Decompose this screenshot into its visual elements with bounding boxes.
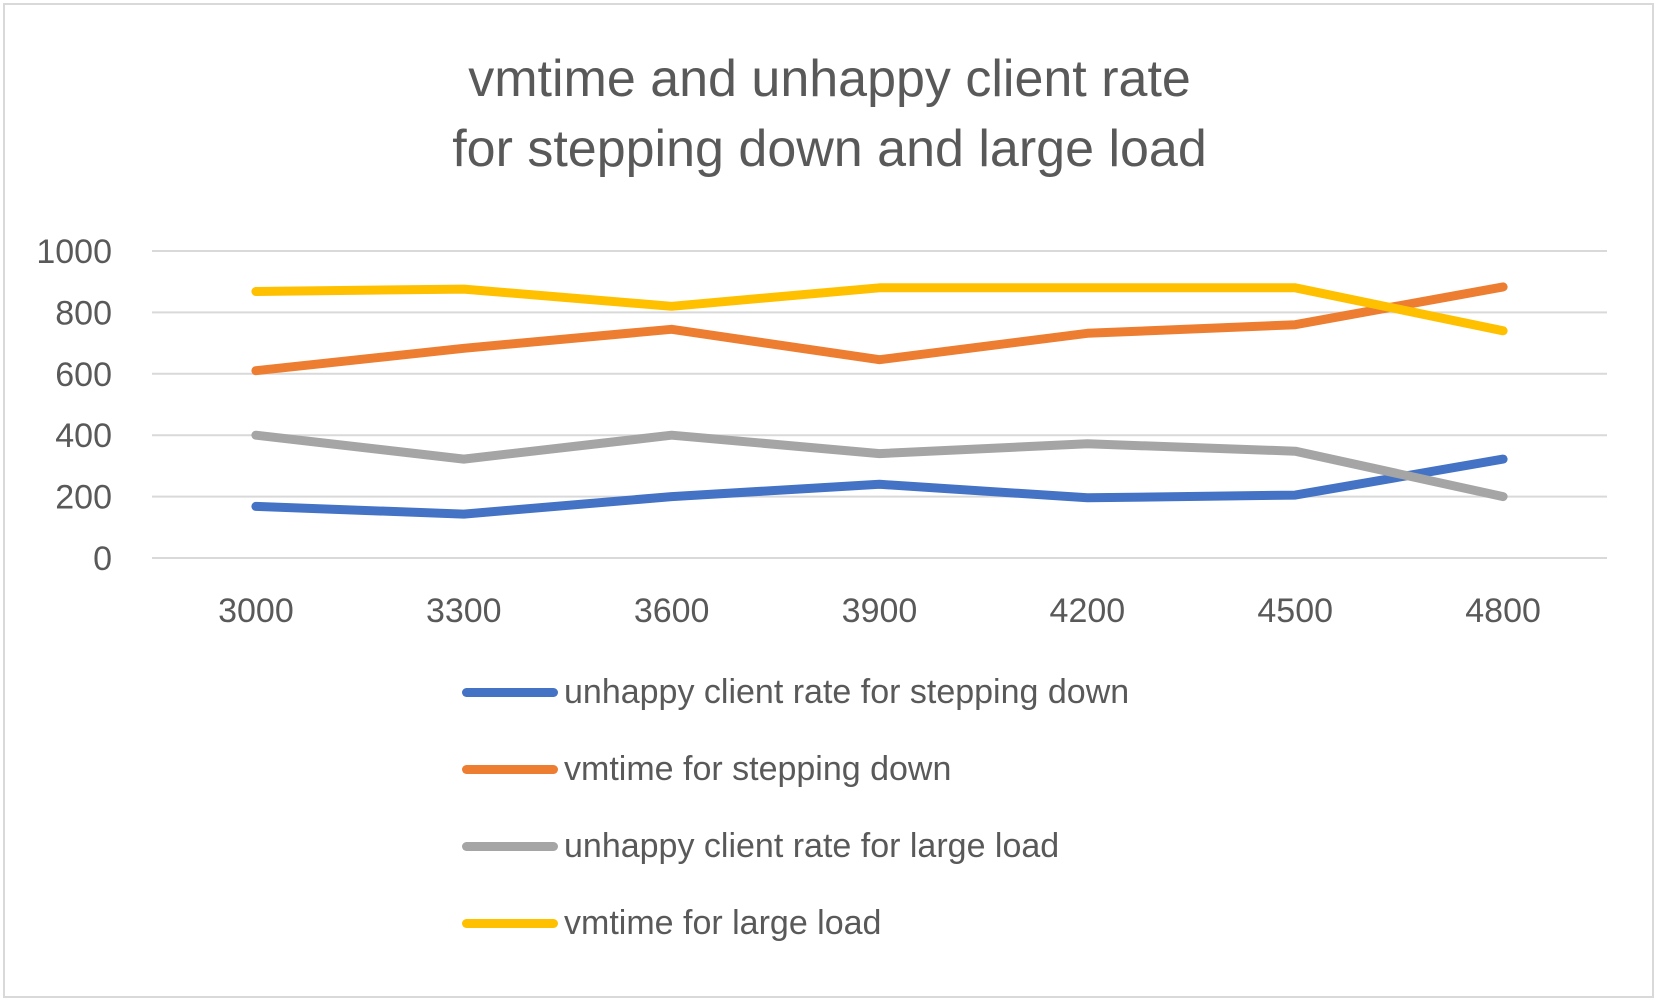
legend-label-1: unhappy client rate for stepping down — [564, 672, 1130, 711]
legend-swatch-3 — [462, 841, 558, 851]
y-tick-label-200: 200 — [55, 479, 112, 517]
y-tick-label-0: 0 — [93, 540, 112, 578]
x-tick-label-3600: 3600 — [634, 592, 710, 630]
legend-label-4: vmtime for large load — [564, 903, 882, 942]
chart-frame — [3, 3, 1654, 998]
legend-label-3: unhappy client rate for large load — [564, 826, 1060, 865]
y-tick-label-400: 400 — [55, 417, 112, 455]
legend-item-2: vmtime for stepping down — [462, 749, 951, 789]
series-line-1 — [251, 454, 1508, 519]
y-tick-label-800: 800 — [55, 294, 112, 332]
chart-title-line-2: for stepping down and large load — [452, 120, 1207, 178]
x-tick-label-3900: 3900 — [842, 592, 918, 630]
legend-item-1: unhappy client rate for stepping down — [462, 672, 1129, 712]
x-tick-label-4200: 4200 — [1050, 592, 1126, 630]
x-tick-label-3000: 3000 — [218, 592, 294, 630]
chart-title-line-1: vmtime and unhappy client rate — [468, 50, 1191, 108]
legend-swatch-4 — [462, 918, 558, 928]
legend-swatch-2 — [462, 764, 558, 774]
chart-title: vmtime and unhappy client rate for stepp… — [0, 44, 1659, 184]
series-line-2 — [251, 282, 1508, 376]
legend-item-4: vmtime for large load — [462, 903, 881, 943]
x-tick-label-4500: 4500 — [1257, 592, 1333, 630]
x-tick-label-3300: 3300 — [426, 592, 502, 630]
legend-swatch-1 — [462, 687, 558, 697]
y-tick-label-600: 600 — [55, 356, 112, 394]
x-tick-label-4800: 4800 — [1465, 592, 1541, 630]
y-tick-label-1000: 1000 — [36, 233, 112, 271]
legend-item-3: unhappy client rate for large load — [462, 826, 1059, 866]
legend-label-2: vmtime for stepping down — [564, 749, 952, 788]
